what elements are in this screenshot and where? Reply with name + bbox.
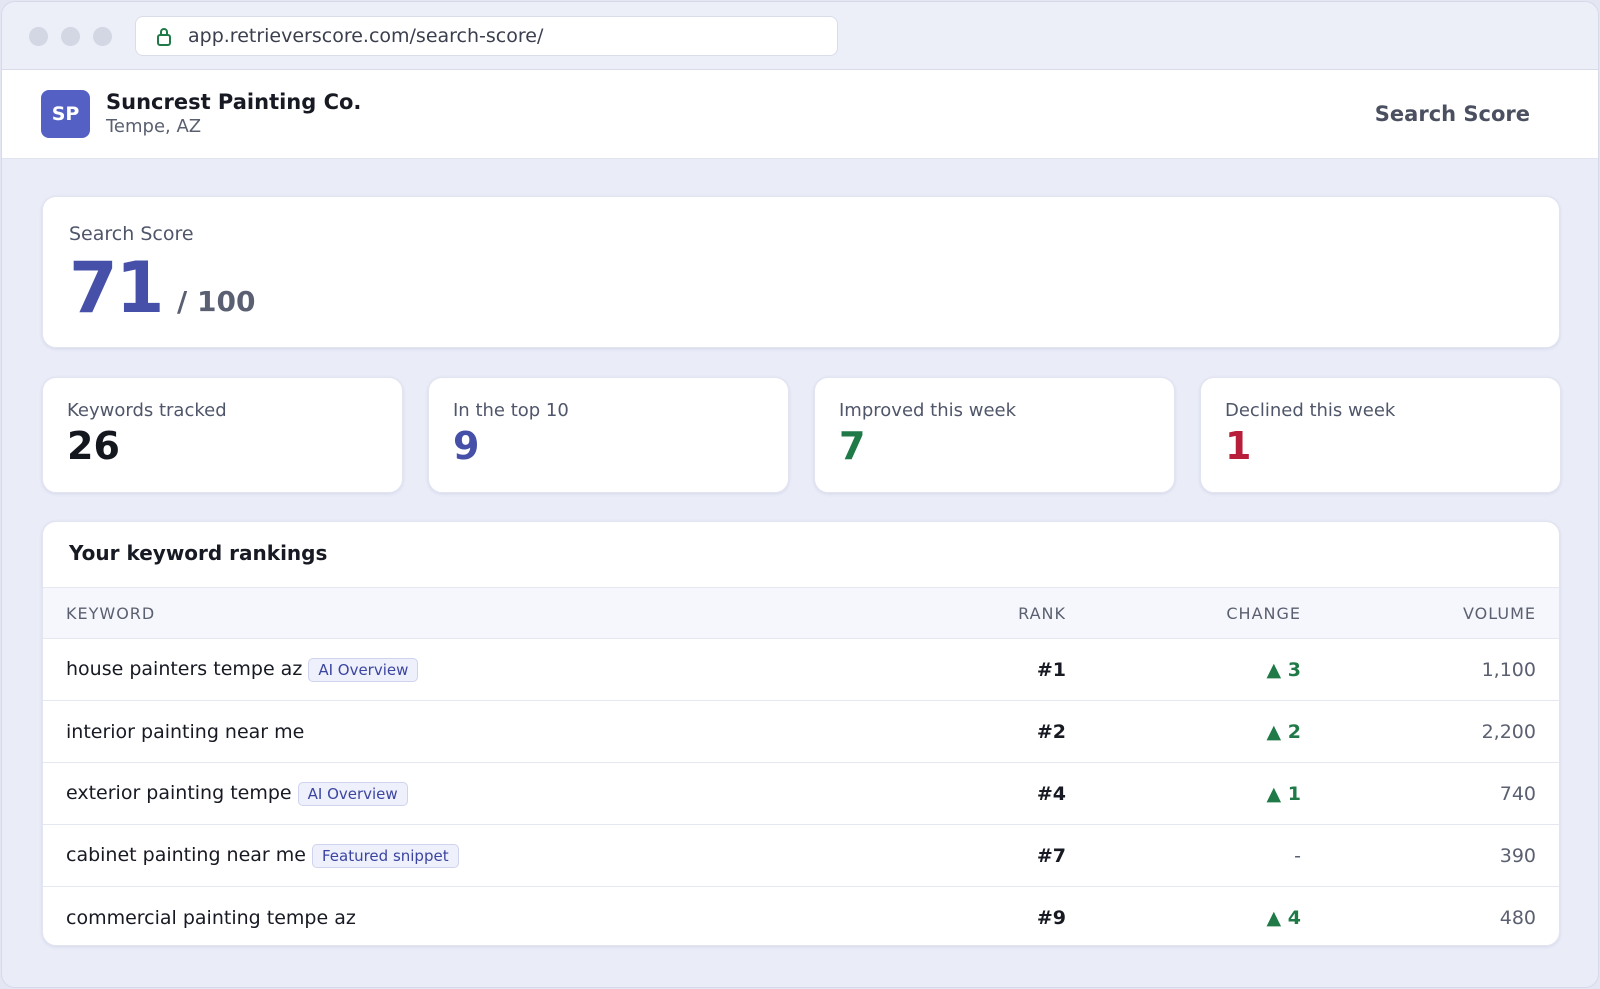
column-header: VOLUME <box>1463 603 1536 623</box>
stat-label: Improved this week <box>839 400 1017 421</box>
table-row: commercial painting tempe az #9 ▲ 4 480 <box>43 886 1559 945</box>
table-row: interior painting near me #2 ▲ 2 2,200 <box>43 700 1559 762</box>
stat-value: 1 <box>1225 424 1252 468</box>
volume: 740 <box>1499 782 1536 805</box>
window-dot[interactable] <box>93 27 112 46</box>
volume: 480 <box>1499 906 1536 929</box>
table-header: KEYWORD RANK CHANGE VOLUME <box>43 587 1559 638</box>
change: ▲ 1 <box>1266 782 1301 805</box>
window-dot[interactable] <box>61 27 80 46</box>
column-header: RANK <box>1018 603 1066 623</box>
stat-value: 9 <box>453 424 480 468</box>
volume: 2,200 <box>1481 720 1536 743</box>
keyword: commercial painting tempe az <box>66 906 356 929</box>
browser-bar: app.retrieverscore.com/search-score/ <box>2 2 1598 70</box>
change: ▲ 4 <box>1266 906 1301 929</box>
score-label: Search Score <box>69 223 194 245</box>
feature-badge: AI Overview <box>308 657 419 682</box>
score-max: / 100 <box>177 285 256 318</box>
rank: #9 <box>1036 906 1066 929</box>
stat-card: Declined this week 1 <box>1200 377 1561 493</box>
keyword: interior painting near me <box>66 720 305 743</box>
feature-badge: Featured snippet <box>311 843 459 868</box>
column-header: CHANGE <box>1226 603 1301 623</box>
volume: 1,100 <box>1481 658 1536 681</box>
rankings-card: Your keyword rankings KEYWORD RANK CHANGE V… <box>42 521 1560 946</box>
feature-badge: AI Overview <box>297 781 408 806</box>
score-value: 71 <box>69 247 164 329</box>
avatar: SP <box>41 90 90 138</box>
business-location: Tempe, AZ <box>106 116 202 137</box>
keyword-cell: house painters tempe az AI Overview <box>66 657 916 682</box>
business-name: Suncrest Painting Co. <box>106 90 362 114</box>
stat-card: Keywords tracked 26 <box>42 377 403 493</box>
address-bar[interactable]: app.retrieverscore.com/search-score/ <box>135 16 838 56</box>
keyword-cell: exterior painting tempe AI Overview <box>66 781 916 806</box>
keyword-cell: commercial painting tempe az <box>66 907 916 929</box>
stat-label: Keywords tracked <box>67 400 227 421</box>
stat-label: Declined this week <box>1225 400 1396 421</box>
rank: #2 <box>1036 720 1066 743</box>
change: - <box>1294 844 1301 867</box>
keyword-cell: cabinet painting near me Featured snippet <box>66 843 916 868</box>
stat-card: Improved this week 7 <box>814 377 1175 493</box>
rank: #4 <box>1036 782 1066 805</box>
score-card: Search Score 71 / 100 <box>42 196 1560 348</box>
stat-card: In the top 10 9 <box>428 377 789 493</box>
rank: #1 <box>1036 658 1066 681</box>
table-row: house painters tempe az AI Overview #1 ▲ 3 1… <box>43 638 1559 700</box>
rankings-title: Your keyword rankings <box>69 541 328 565</box>
volume: 390 <box>1499 844 1536 867</box>
keyword: cabinet painting near me <box>66 843 306 866</box>
stat-value: 7 <box>839 424 866 468</box>
keyword-cell: interior painting near me <box>66 721 916 743</box>
table-row: cabinet painting near me Featured snippet… <box>43 824 1559 886</box>
lock-icon <box>157 28 171 46</box>
change: ▲ 2 <box>1266 720 1301 743</box>
nav-link[interactable]: Search Score <box>1374 102 1530 126</box>
keyword: house painters tempe az <box>66 657 303 680</box>
column-header: KEYWORD <box>66 603 156 623</box>
rank: #7 <box>1036 844 1066 867</box>
table-row: exterior painting tempe AI Overview #4 ▲ 1 7… <box>43 762 1559 824</box>
window-dot[interactable] <box>29 27 48 46</box>
stat-value: 26 <box>67 424 120 468</box>
stat-label: In the top 10 <box>453 400 569 421</box>
change: ▲ 3 <box>1266 658 1301 681</box>
app-header: SP Suncrest Painting Co. Tempe, AZ Searc… <box>2 70 1598 159</box>
keyword: exterior painting tempe <box>66 781 292 804</box>
url-text: app.retrieverscore.com/search-score/ <box>188 25 544 47</box>
